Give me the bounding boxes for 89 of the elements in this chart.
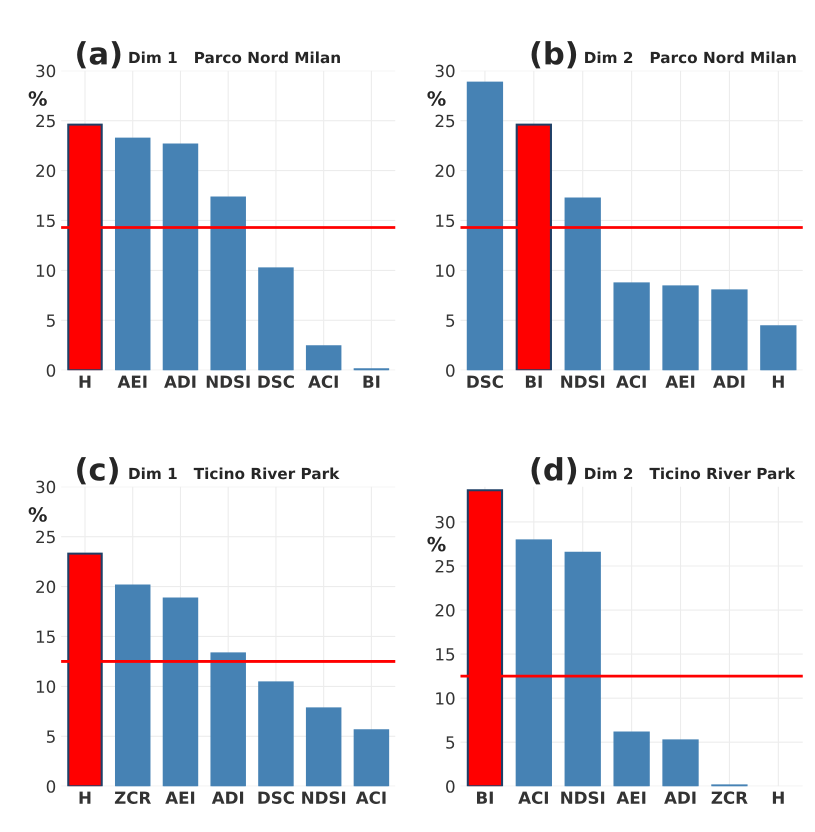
bar	[662, 285, 699, 370]
y-axis-title: %	[28, 507, 47, 522]
y-tick-label: 25	[436, 560, 454, 573]
x-tick-label: H	[772, 792, 784, 804]
y-tick-label: 0	[446, 780, 455, 793]
bar	[613, 731, 650, 786]
x-tick-label: AEI	[165, 792, 194, 804]
y-tick-label: 30	[436, 516, 455, 529]
y-tick-label: 0	[46, 780, 56, 793]
x-tick-label: ACI	[356, 791, 386, 804]
y-tick-label: 10	[36, 264, 56, 277]
bar	[258, 681, 294, 786]
bar	[354, 729, 390, 786]
bar	[516, 539, 552, 786]
bar	[662, 739, 699, 786]
x-tick-label: H	[80, 792, 90, 804]
y-tick-label: 20	[36, 164, 56, 178]
y-tick-label: 15	[436, 648, 454, 661]
chart-subtitle: Dim 1 Ticino River Park	[129, 467, 340, 480]
chart-title: (a)	[77, 41, 120, 68]
y-tick-label: 20	[36, 580, 56, 594]
y-tick-label: 30	[436, 64, 455, 78]
chart-title: (d)	[532, 457, 576, 484]
x-tick-label: ADI	[713, 376, 744, 388]
x-tick-label: NDSI	[302, 791, 346, 804]
x-tick-label: BI	[477, 792, 493, 804]
y-tick-label: 15	[36, 630, 55, 644]
x-tick-label: NDSI	[206, 375, 250, 388]
chart-title: (b)	[532, 41, 576, 68]
y-tick-label: 30	[36, 480, 56, 494]
y-tick-label: 5	[446, 314, 454, 327]
x-tick-label: H	[80, 376, 90, 388]
bar	[466, 82, 504, 370]
x-tick-label: AEI	[665, 376, 694, 388]
y-axis-title: %	[28, 91, 47, 106]
chart-subtitle: Dim 2 Parco Nord Milan	[585, 51, 796, 64]
x-tick-label: NDSI	[561, 375, 604, 388]
y-tick-label: 20	[436, 604, 455, 617]
x-tick-label: DSC	[258, 375, 294, 388]
bar	[162, 597, 198, 786]
x-tick-label: ADI	[212, 792, 244, 804]
x-tick-label: ACI	[616, 375, 646, 388]
y-tick-label: 10	[36, 680, 56, 693]
bar	[711, 289, 748, 370]
chart-subtitle: Dim 2 Ticino River Park	[585, 467, 796, 480]
y-tick-label: 15	[36, 214, 55, 228]
x-tick-label: ACI	[518, 791, 548, 804]
bar	[306, 707, 342, 786]
y-axis-title: %	[427, 91, 446, 106]
y-tick-label: 0	[46, 364, 56, 377]
y-tick-label: 15	[436, 214, 454, 228]
y-tick-label: 20	[436, 164, 455, 178]
chart-subtitle: Dim 1 Parco Nord Milan	[129, 51, 340, 64]
bar	[613, 282, 650, 370]
y-tick-label: 30	[36, 64, 56, 78]
x-tick-label: DSC	[258, 791, 294, 804]
bar	[210, 652, 246, 786]
x-tick-label: H	[772, 376, 784, 388]
y-tick-label: 5	[446, 736, 454, 749]
x-tick-label: ADI	[164, 376, 196, 388]
x-tick-label: AEI	[616, 792, 646, 804]
bar	[258, 267, 294, 370]
x-tick-label: DSC	[467, 375, 503, 388]
y-tick-label: 5	[46, 730, 55, 743]
chart-title: (c)	[77, 457, 118, 484]
y-tick-label: 10	[436, 692, 455, 705]
y-tick-label: 10	[436, 264, 455, 277]
y-tick-label: 25	[36, 114, 55, 128]
x-tick-label: BI	[363, 376, 380, 388]
bar	[564, 552, 601, 786]
bar	[162, 144, 198, 370]
bar	[210, 196, 246, 370]
x-tick-label: ZCR	[114, 791, 151, 804]
y-tick-label: 0	[446, 364, 455, 377]
bar	[760, 325, 796, 370]
bar	[114, 584, 150, 786]
bar	[564, 197, 601, 370]
y-tick-label: 25	[36, 530, 55, 544]
y-tick-label: 25	[436, 114, 454, 128]
x-tick-label: NDSI	[561, 791, 604, 804]
x-tick-label: ZCR	[712, 791, 748, 804]
bar	[306, 345, 342, 370]
y-axis-title: %	[427, 536, 446, 552]
x-tick-label: ACI	[308, 375, 338, 388]
x-tick-label: ADI	[664, 792, 696, 804]
bar	[114, 138, 150, 370]
x-tick-label: BI	[526, 376, 542, 388]
y-tick-label: 5	[46, 314, 55, 327]
x-tick-label: AEI	[118, 376, 146, 388]
